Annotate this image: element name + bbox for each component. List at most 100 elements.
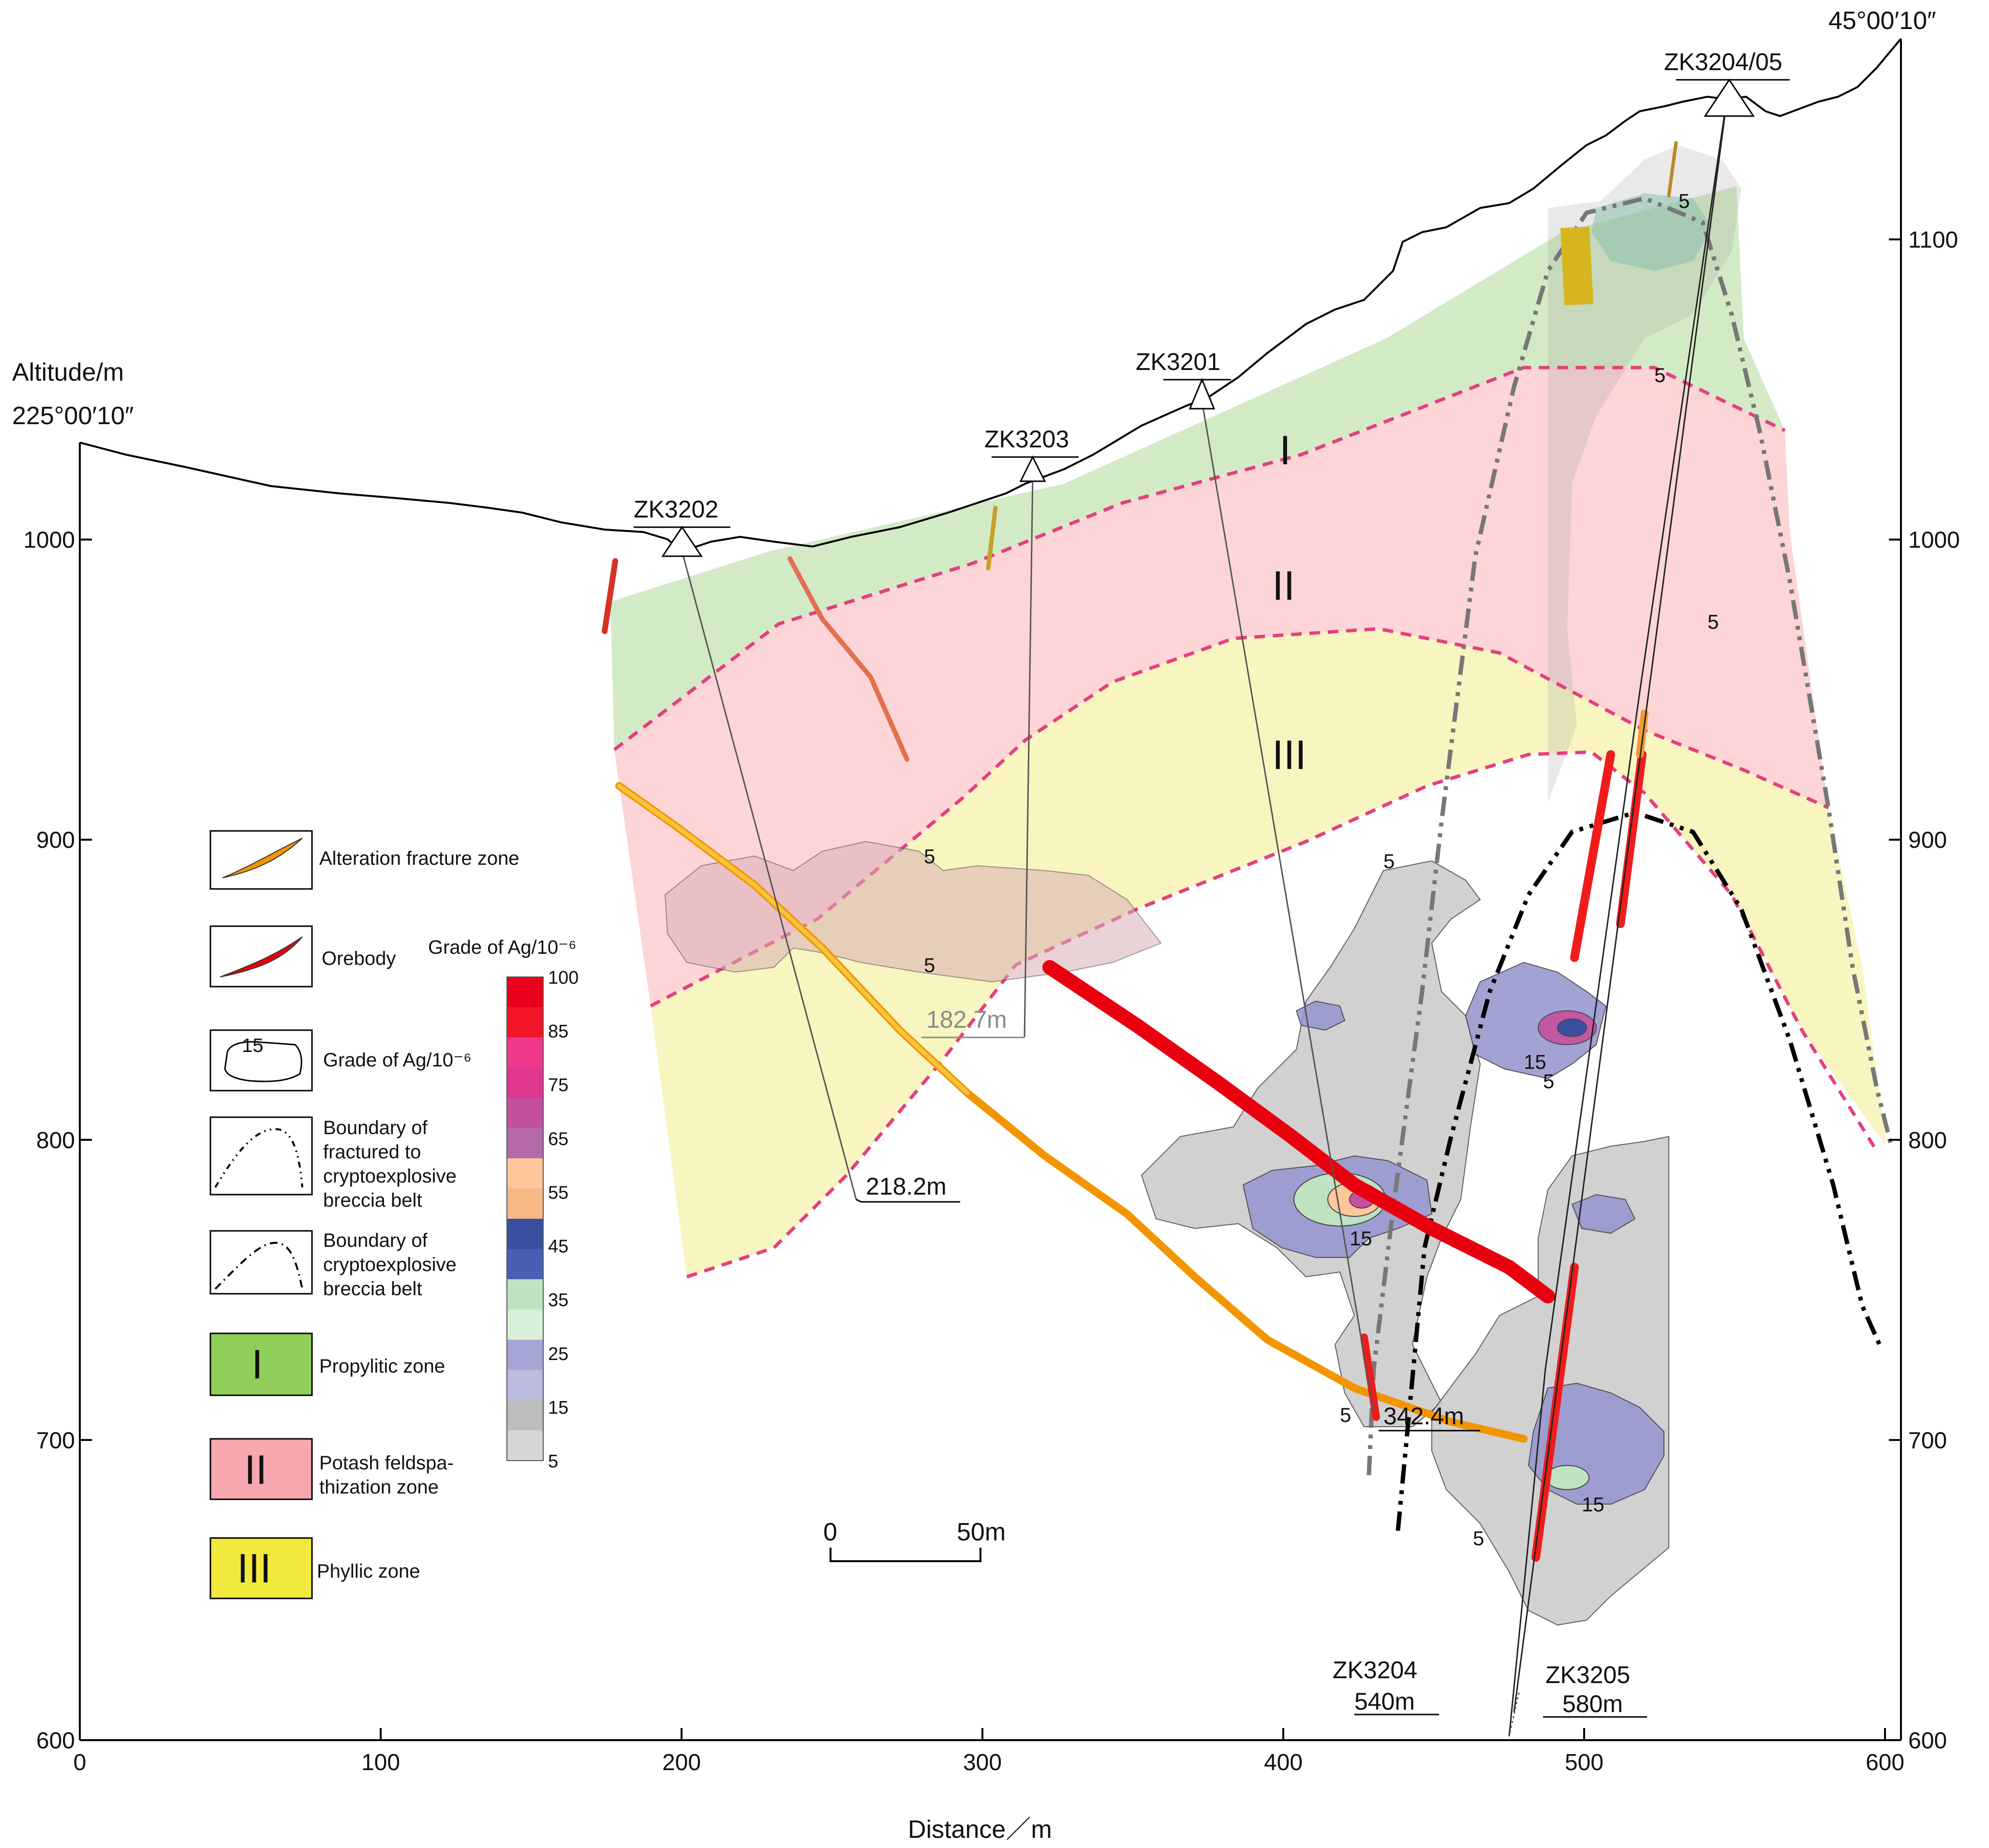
x-tick-label: 400 [1264, 1750, 1303, 1775]
orebody-upper-2 [1616, 750, 1647, 928]
drillhole-zk3201-trace [1201, 401, 1375, 1413]
y-tick-label-right: 700 [1908, 1428, 1947, 1453]
colorbar-label: 5 [548, 1451, 558, 1472]
legend-boundary-fractured-4: breccia belt [323, 1190, 422, 1211]
label-zk3205: ZK3205 [1545, 1661, 1630, 1688]
legend-boundary-crypto-2: cryptoexplosive [323, 1254, 457, 1275]
y-tick-label-left: 600 [36, 1728, 75, 1754]
y-tick-label-right: 800 [1908, 1128, 1947, 1153]
colorbar-label: 45 [548, 1237, 568, 1257]
x-tick-label: 0 [74, 1750, 87, 1775]
collar-symbols [634, 78, 1790, 557]
grade-contours [664, 841, 1669, 1626]
legend-roman-iii: III [237, 1547, 271, 1592]
orebody-far-left [602, 558, 618, 634]
legend-boundary-crypto-3: breccia belt [323, 1278, 422, 1300]
colorbar-cell [507, 977, 543, 1007]
contour-label-5-f: 5 [1678, 190, 1690, 212]
fracture-zones-and-orebodies [602, 141, 1678, 1562]
depth-zk3201: 342.4m [1383, 1403, 1464, 1430]
x-tick-label: 300 [963, 1750, 1002, 1775]
scale-label-50m: 50m [957, 1518, 1006, 1546]
colorbar-cell [507, 1400, 543, 1431]
contour-label-5-e: 5 [1707, 610, 1719, 633]
colorbar-cell [507, 1430, 543, 1461]
boundary-iii-lower [686, 750, 1878, 1279]
colorbar-cell [507, 1309, 543, 1340]
colorbar-label: 55 [548, 1183, 568, 1203]
contour-label-5-b: 5 [924, 954, 935, 976]
legend-boundary-fractured-3: cryptoexplosive [323, 1166, 457, 1187]
collar-zk3202 [661, 526, 703, 557]
depth-labels: 218.2m 182.7m 342.4m 540m 580m [856, 1006, 1647, 1718]
scale-label-0: 0 [823, 1518, 837, 1546]
orebody-lower-2 [1531, 1263, 1579, 1562]
colorbar-cell [507, 1007, 543, 1038]
x-tick-label: 500 [1565, 1750, 1603, 1775]
y-tick-label-left: 1000 [23, 528, 75, 553]
boundary-ii-iii [650, 627, 1829, 1008]
colorbar-label: 15 [548, 1398, 568, 1418]
frame [79, 39, 1902, 1741]
depth-zk3202: 218.2m [866, 1173, 947, 1200]
label-zk3201: ZK3201 [1136, 348, 1220, 375]
colorbar-label: 25 [548, 1344, 568, 1364]
scale-bar: 0 50m [823, 1518, 1006, 1562]
zone-boundaries [613, 366, 1878, 1279]
colorbar-cell [507, 1067, 543, 1098]
colorbar-cell [507, 1279, 543, 1310]
contour-label-5-a: 5 [924, 845, 935, 868]
grade-patch-lower-right-small [1571, 1194, 1636, 1234]
legend-boundary-crypto-1: Boundary of [323, 1230, 428, 1251]
contour-value-labels: 5 5 5 5 5 5 5 5 5 15 15 15 [924, 190, 1719, 1550]
x-axis-title: Distance／m [908, 1816, 1052, 1844]
zone-label-i: I [1279, 429, 1291, 473]
colorbar-outline [506, 976, 544, 1461]
orebody-main [1042, 960, 1555, 1303]
legend-label-propylitic: Propylitic zone [319, 1356, 445, 1377]
collar-zk3204-05 [1704, 78, 1755, 117]
drillhole-labels: ZK3202 ZK3203 ZK3201 ZK3204/05 ZK3204 ZK… [634, 48, 1782, 1688]
x-tick-label: 100 [361, 1750, 400, 1775]
legend-label-potash-2: thization zone [319, 1477, 439, 1498]
drillhole-zk3203-trace [1024, 476, 1034, 1038]
fracture-block [1560, 226, 1594, 306]
grade-colorbar: Grade of Ag/10⁻⁶ 100 85 75 65 55 45 35 25 15 5 [428, 937, 579, 1472]
colorbar-cell [507, 1037, 543, 1068]
colorbar-cell [507, 1249, 543, 1280]
contour-label-15-b: 15 [1350, 1227, 1372, 1250]
drillhole-zk3202-trace [681, 551, 857, 1200]
colorbar-cell [507, 1219, 543, 1249]
legend-boundary-fractured-2: fractured to [323, 1141, 421, 1163]
depth-zk3205: 580m [1562, 1690, 1623, 1717]
legend-boundary-fractured-1: Boundary of [323, 1117, 428, 1138]
colorbar-label: 75 [548, 1075, 568, 1095]
grade-patch-upper-left [664, 841, 1162, 983]
altitude-label: Altitude/m [12, 358, 124, 386]
colorbar-label: 65 [548, 1129, 568, 1149]
contour-label-5-g: 5 [1543, 1070, 1554, 1093]
legend-roman-i: I [252, 1343, 263, 1388]
contour-label-5-i: 5 [1473, 1527, 1484, 1550]
orebody-upper-left [787, 556, 909, 762]
label-zk3203: ZK3203 [984, 426, 1069, 453]
contour-label-5-d: 5 [1654, 364, 1665, 386]
orebody-upper-1 [1570, 750, 1615, 962]
fracture-small-2 [1667, 141, 1678, 198]
legend-label-orebody: Orebody [322, 948, 396, 969]
alteration-fracture-zone-edge [617, 784, 970, 1095]
colorbar-cell [507, 1158, 543, 1189]
legend-grade-sample: 15 [242, 1035, 264, 1056]
orebody-upper-2-top [1636, 710, 1648, 758]
outer-breccia-boundary [1366, 196, 1894, 1476]
legend-roman-ii: II [244, 1448, 267, 1493]
drillholes [681, 82, 1730, 1737]
grade-patch-upper-small [1295, 1000, 1346, 1031]
colorbar-label: 100 [548, 968, 579, 988]
boundary-i-ii [613, 366, 1786, 751]
contour-label-15-a: 15 [1524, 1050, 1546, 1073]
drillhole-zk3205-trace [1508, 82, 1730, 1737]
grey-grade-patch-top [1548, 145, 1741, 803]
x-tick-label: 600 [1866, 1750, 1904, 1775]
colorbar-cell [507, 1370, 543, 1401]
